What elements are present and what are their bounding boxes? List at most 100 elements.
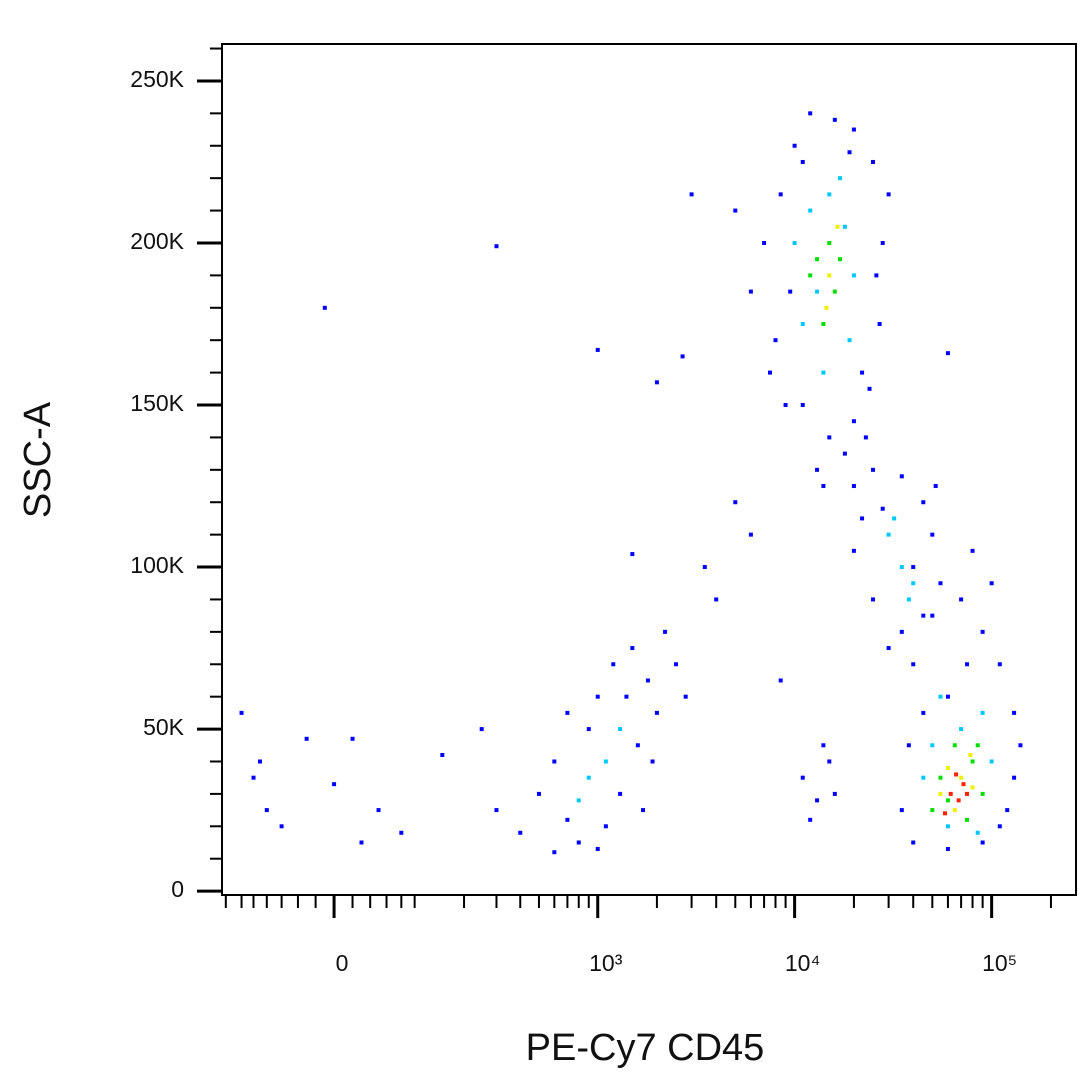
point [479, 727, 484, 732]
point [851, 273, 856, 278]
point [618, 727, 623, 732]
point [877, 321, 882, 326]
point [821, 370, 826, 375]
point [965, 662, 970, 667]
point [800, 775, 805, 780]
point [842, 224, 847, 229]
point [778, 678, 783, 683]
point [821, 484, 826, 489]
point [860, 516, 865, 521]
point [945, 694, 950, 699]
point [641, 808, 646, 813]
point [906, 597, 911, 602]
x-tick-label: 0 [336, 950, 349, 976]
point [1005, 808, 1010, 813]
point [880, 240, 885, 245]
point [611, 662, 616, 667]
point [938, 775, 943, 780]
point [773, 338, 778, 343]
point [783, 403, 788, 408]
point [827, 759, 832, 764]
point [943, 811, 948, 816]
point [702, 565, 707, 570]
point [586, 727, 591, 732]
point [827, 435, 832, 440]
point [800, 321, 805, 326]
point [945, 846, 950, 851]
point [952, 743, 957, 748]
point [808, 817, 813, 822]
point [954, 772, 959, 777]
point [536, 791, 541, 796]
point [595, 347, 600, 352]
point [595, 846, 600, 851]
point [959, 597, 964, 602]
point [748, 532, 753, 537]
point [778, 192, 783, 197]
point [945, 765, 950, 770]
point [911, 662, 916, 667]
point [832, 289, 837, 294]
point [800, 159, 805, 164]
point [440, 753, 445, 758]
point [886, 646, 891, 651]
point [792, 240, 797, 245]
point [933, 484, 938, 489]
point [975, 743, 980, 748]
point [980, 791, 985, 796]
point [886, 532, 891, 537]
point [630, 552, 635, 557]
point [815, 467, 820, 472]
point [851, 419, 856, 424]
point [635, 743, 640, 748]
point [494, 808, 499, 813]
y-tick-label: 100K [130, 552, 184, 578]
point [239, 710, 244, 715]
points-layer [239, 111, 1023, 855]
point [815, 289, 820, 294]
point [603, 759, 608, 764]
point [714, 597, 719, 602]
point [948, 791, 953, 796]
point [680, 354, 685, 359]
point [1012, 775, 1017, 780]
point [518, 830, 523, 835]
point [838, 257, 843, 262]
point [251, 775, 256, 780]
point [847, 338, 852, 343]
point [886, 192, 891, 197]
point [945, 798, 950, 803]
point [851, 548, 856, 553]
point [322, 305, 327, 310]
point [808, 208, 813, 213]
point [689, 192, 694, 197]
point [959, 727, 964, 732]
point [827, 192, 832, 197]
point [645, 678, 650, 683]
point [332, 782, 337, 787]
point [576, 798, 581, 803]
point [871, 159, 876, 164]
point [906, 743, 911, 748]
y-tick-label: 250K [130, 66, 184, 92]
point [975, 830, 980, 835]
point [899, 565, 904, 570]
point [835, 224, 840, 229]
point [952, 808, 957, 813]
point [494, 244, 499, 249]
point [673, 662, 678, 667]
point [997, 662, 1002, 667]
point [899, 808, 904, 813]
point [565, 817, 570, 822]
point [921, 613, 926, 618]
point [359, 840, 364, 845]
point [832, 791, 837, 796]
point [767, 370, 772, 375]
point [788, 289, 793, 294]
point [808, 111, 813, 116]
point [921, 500, 926, 505]
point [663, 629, 668, 634]
point [821, 743, 826, 748]
point [965, 817, 970, 822]
